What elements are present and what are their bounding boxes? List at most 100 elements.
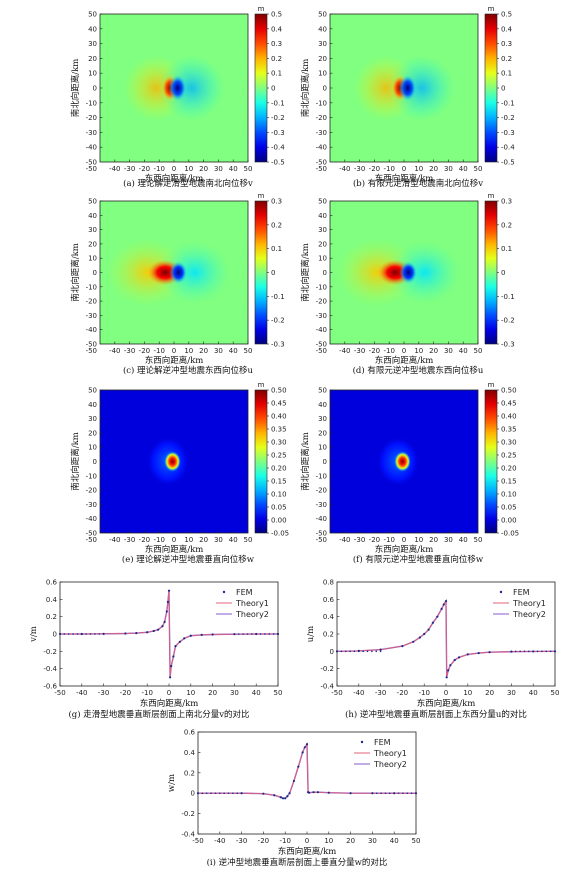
fem-point [157, 628, 160, 631]
fem-point [336, 650, 338, 653]
negative-peak [398, 74, 417, 102]
fem-point [442, 603, 445, 606]
y-tick-label: 40 [318, 212, 327, 220]
colorbar-tick-label: 0.35 [501, 426, 517, 434]
fem-point [165, 610, 168, 613]
negative-lobe-halo [159, 55, 225, 121]
x-tick-label: -50 [54, 689, 65, 697]
y-tick-label: -50 [86, 530, 97, 538]
colorbar-tick-label: 0.1 [271, 70, 282, 78]
legend-fem-marker [360, 740, 364, 744]
y-tick-label: 0.6 [184, 729, 196, 737]
colorbar-tick-label: -0.1 [501, 293, 515, 301]
fem-point [89, 633, 92, 635]
colorbar-unit: m [258, 381, 265, 389]
colorbar-tick-label: 0.40 [271, 413, 287, 421]
x-tick-label: -10 [153, 536, 164, 544]
x-tick-label: -40 [109, 536, 120, 544]
x-tick-label: -20 [369, 165, 380, 173]
y-tick-label: -40 [86, 144, 97, 152]
legend-fem-label: FEM [513, 588, 530, 597]
y-tick-label: 0 [93, 85, 97, 93]
y-tick-label: 0 [323, 269, 327, 277]
x-tick-label: -30 [124, 165, 135, 173]
y-tick-label: 0.6 [323, 596, 335, 604]
x-tick-label: -20 [139, 347, 150, 355]
fem-point [457, 656, 461, 659]
y-tick-label: 40 [318, 25, 327, 33]
line-panel-h: -50 -40 -30 -20 -10 0 10 20 30 40 50 -0.4 -0.2 0 0.2 0.… [306, 579, 559, 721]
uplift-peak [164, 451, 181, 472]
fem-point [389, 792, 391, 794]
y-tick-label: -30 [316, 312, 327, 320]
y-tick-label: -0.2 [181, 810, 195, 818]
fem-point [163, 620, 166, 623]
colorbar-tick-label: -0.4 [501, 144, 515, 152]
fem-point [375, 650, 378, 653]
y-tick-label: -0.4 [43, 665, 57, 673]
x-axis-label: 东西向距离/km [375, 544, 434, 555]
fem-point [541, 650, 543, 653]
colorbar-tick-label: 0.05 [501, 504, 517, 512]
x-tick-label: 10 [184, 536, 193, 544]
x-tick-label: 0 [402, 165, 406, 173]
colorbar-tick-label: 0.1 [271, 245, 282, 253]
x-tick-label: 20 [199, 347, 208, 355]
colorbar-tick-label: 0 [501, 269, 505, 277]
y-tick-label: -10 [86, 472, 97, 480]
y-axis-label: 南北向距离/km [70, 59, 81, 118]
x-tick-label: -10 [279, 837, 290, 845]
fem-point [167, 589, 171, 592]
colorbar-unit: m [258, 5, 265, 13]
fem-point [240, 792, 243, 794]
colorbar-tick-label: 0.15 [501, 478, 517, 486]
legend-theory2-label: Theory2 [235, 610, 269, 619]
y-tick-label: -20 [86, 487, 97, 495]
x-tick-label: 10 [186, 689, 195, 697]
fem-point [98, 633, 101, 635]
x-tick-label: 30 [214, 165, 223, 173]
fem-point [85, 633, 87, 635]
y-tick-label: 50 [318, 198, 327, 206]
x-tick-label: -20 [120, 689, 131, 697]
fem-point [205, 792, 208, 794]
fem-point [124, 632, 127, 635]
y-tick-label: -30 [86, 501, 97, 509]
colorbar-tick-label: -0.2 [501, 114, 515, 122]
colorbar-tick-label: 0.1 [501, 70, 512, 78]
x-tick-label: -50 [86, 347, 97, 355]
fem-point [281, 797, 285, 800]
fem-point [514, 650, 517, 653]
heatmap-panel-f: -40 -30 -20 -10 0 10 20 30 40 50-50-40-30-20-1001… [300, 381, 519, 565]
displacement-field [375, 435, 421, 488]
y-tick-label: 20 [88, 429, 97, 437]
fem-point [453, 658, 456, 662]
fem-point [201, 792, 204, 794]
colorbar-tick-label: 0.2 [501, 221, 512, 229]
x-tick-label: -50 [86, 536, 97, 544]
y-tick-label: -30 [316, 129, 327, 137]
x-axis-label: 东西向距离/km [140, 698, 199, 709]
legend-theory1-label: Theory1 [373, 749, 407, 758]
y-tick-label: -20 [316, 487, 327, 495]
fem-point [233, 633, 236, 635]
heatmap-panel-b: -40 -30 -20 -10 0 10 20 30 40 50-50-40-30-20-1001… [300, 5, 515, 189]
colorbar-tick-label: -0.5 [501, 159, 515, 167]
x-tick-label: -10 [418, 689, 429, 697]
y-tick-label: 20 [88, 240, 97, 248]
fem-point [397, 792, 400, 794]
x-tick-label: 0 [167, 689, 171, 697]
x-axis-label: 东西向距离/km [278, 846, 337, 857]
fem-point [210, 792, 212, 794]
x-tick-label: -20 [369, 536, 380, 544]
x-tick-label: 10 [463, 689, 472, 697]
fem-point [174, 645, 177, 648]
colorbar-tick-label: 0.5 [271, 11, 282, 19]
fem-point [297, 765, 300, 768]
y-tick-label: -0.6 [43, 683, 57, 691]
fem-point [312, 791, 315, 794]
fem-point [358, 650, 360, 653]
colorbar-tick-label: 0.3 [271, 198, 282, 206]
x-tick-label: 40 [229, 165, 238, 173]
x-tick-label: -30 [124, 347, 135, 355]
